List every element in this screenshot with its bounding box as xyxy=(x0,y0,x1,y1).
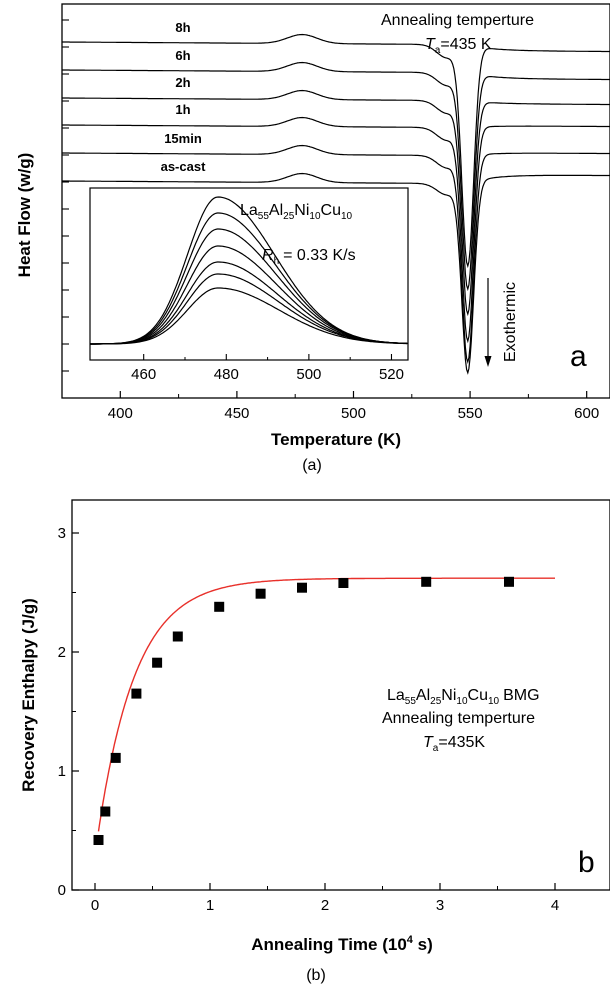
inset-rate: Rh = 0.33 K/s xyxy=(262,247,356,267)
comp-ni-sub: 10 xyxy=(309,211,321,222)
data-point xyxy=(152,657,163,668)
inset-x-tick-label: 460 xyxy=(131,366,156,383)
panel-a-curves xyxy=(62,33,610,375)
inset-x-tick-label: 520 xyxy=(379,366,404,383)
annealing-ta: Ta=435 K xyxy=(425,36,492,56)
data-point xyxy=(297,582,307,593)
data-point xyxy=(214,601,225,612)
panel-a: 400 450 500 550 600 8h 6h 2h 1h 15min as-cast Ann… xyxy=(15,3,610,474)
ta-symbol: T xyxy=(425,36,436,53)
b-y-tick-label: 2 xyxy=(58,644,66,661)
curve-label-8h: 8h xyxy=(175,20,190,35)
ta-value: =435 K xyxy=(440,36,491,53)
panel-a-y-ticks xyxy=(62,19,69,372)
data-point xyxy=(338,578,349,588)
data-point xyxy=(131,688,142,699)
b-y-tick-label: 0 xyxy=(58,882,66,899)
a-x-tick-label: 600 xyxy=(574,405,599,422)
panel-a-y-axis-label: Heat Flow (w/g) xyxy=(15,153,34,278)
data-points xyxy=(93,576,514,845)
inset-curve xyxy=(90,287,408,345)
data-point xyxy=(172,631,183,642)
curve-label-2h: 2h xyxy=(175,75,190,90)
data-point xyxy=(93,835,104,845)
inset-chart: 460 480 500 520 La55Al25Ni10Cu10 Rh = 0.33 K… xyxy=(89,187,409,383)
a-x-tick-label: 450 xyxy=(224,405,249,422)
panel-b-x-axis-label: Annealing Time (104 s) xyxy=(251,934,433,954)
inset-curve xyxy=(90,273,408,345)
inset-curves xyxy=(90,196,408,345)
inset-x-tick-label: 500 xyxy=(296,366,321,383)
panel-b: 0 1 2 3 4 0 1 2 3 La55Al25Ni10Cu10 BMG Annealing… xyxy=(19,499,610,984)
a-x-tick-label: 500 xyxy=(341,405,366,422)
ta-sub: a xyxy=(435,45,441,56)
panel-a-x-ticks: 400 450 500 550 600 xyxy=(108,391,599,422)
b-annealing-title: Annealing temperture xyxy=(382,710,535,727)
comp-cu-sub: 10 xyxy=(341,211,353,222)
panel-b-y-axis-label: Recovery Enthalpy (J/g) xyxy=(19,598,38,792)
comp-al-sub: 25 xyxy=(283,211,295,222)
panel-b-y-ticks: 0 1 2 3 xyxy=(58,525,79,899)
curve-label-15min: 15min xyxy=(164,131,202,146)
b-x-tick-label: 4 xyxy=(551,897,559,914)
panel-a-label: a xyxy=(570,340,587,373)
b-composition: La55Al25Ni10Cu10 BMG xyxy=(387,687,540,707)
rate-sub: h xyxy=(274,256,280,267)
fit-curve xyxy=(97,577,555,832)
panel-b-label: b xyxy=(578,846,595,879)
a-x-tick-label: 400 xyxy=(108,405,133,422)
data-point xyxy=(255,588,266,599)
data-point xyxy=(421,576,432,587)
dsc-curve-1h xyxy=(62,116,610,344)
dsc-curve-15min xyxy=(62,144,610,365)
b-x-tick-label: 2 xyxy=(321,897,329,914)
rate-value: = 0.33 K/s xyxy=(283,247,356,264)
panel-a-x-axis-label: Temperature (K) xyxy=(271,430,401,449)
b-y-tick-label: 1 xyxy=(58,763,66,780)
inset-composition: La55Al25Ni10Cu10 xyxy=(240,202,353,222)
exothermic-label: Exothermic xyxy=(502,282,519,362)
inset-curve xyxy=(90,245,408,345)
b-x-tick-label: 0 xyxy=(91,897,99,914)
b-annealing-ta: Ta=435K xyxy=(423,734,485,754)
panel-a-caption: (a) xyxy=(302,457,322,474)
annealing-title: Annealing temperture xyxy=(381,12,534,29)
b-x-tick-label: 3 xyxy=(436,897,444,914)
b-y-tick-label: 3 xyxy=(58,525,66,542)
dsc-curve-8h xyxy=(62,33,610,269)
panel-a-frame xyxy=(61,3,610,399)
exothermic-arrowhead xyxy=(484,356,492,367)
inset-x-tick-label: 480 xyxy=(214,366,239,383)
panel-a-curve-labels: 8h 6h 2h 1h 15min as-cast xyxy=(161,20,206,174)
comp-la-sub: 55 xyxy=(258,211,270,222)
curve-label-as-cast: as-cast xyxy=(161,159,206,174)
data-point xyxy=(504,576,514,587)
rate-symbol: R xyxy=(262,247,274,264)
dsc-curve-6h xyxy=(62,61,610,292)
inset-x-ticks: 460 480 500 520 xyxy=(131,354,404,383)
data-point xyxy=(110,752,121,763)
data-point xyxy=(100,806,111,817)
a-x-tick-label: 550 xyxy=(458,405,483,422)
dsc-curve-as-cast xyxy=(62,172,610,375)
dsc-curve-2h xyxy=(62,89,610,317)
curve-label-1h: 1h xyxy=(175,102,190,117)
curve-label-6h: 6h xyxy=(175,48,190,63)
panel-b-x-ticks: 0 1 2 3 4 xyxy=(91,883,559,914)
panel-b-frame xyxy=(71,499,610,891)
panel-b-caption: (b) xyxy=(306,967,326,984)
b-x-tick-label: 1 xyxy=(206,897,214,914)
